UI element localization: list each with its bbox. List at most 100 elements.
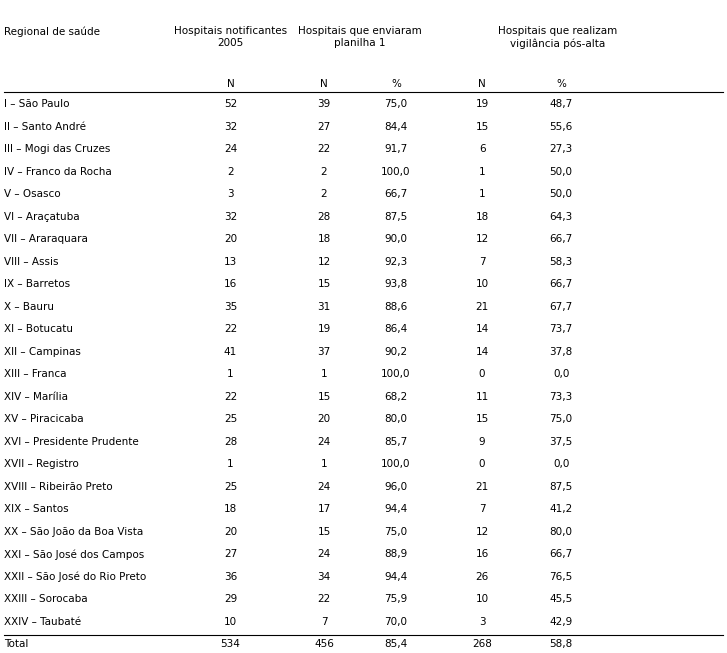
Text: 100,0: 100,0 (381, 369, 411, 379)
Text: 1: 1 (228, 459, 234, 469)
Text: 18: 18 (224, 504, 237, 514)
Text: 75,0: 75,0 (385, 99, 407, 109)
Text: 20: 20 (224, 234, 237, 244)
Text: XXII – São José do Rio Preto: XXII – São José do Rio Preto (4, 571, 146, 582)
Text: 28: 28 (318, 212, 331, 221)
Text: 456: 456 (314, 639, 334, 649)
Text: 39: 39 (318, 99, 331, 109)
Text: 0,0: 0,0 (553, 369, 569, 379)
Text: 15: 15 (318, 526, 331, 537)
Text: 12: 12 (475, 234, 489, 244)
Text: 268: 268 (472, 639, 492, 649)
Text: X – Bauru: X – Bauru (4, 302, 55, 311)
Text: 3: 3 (228, 189, 234, 199)
Text: 70,0: 70,0 (385, 616, 407, 627)
Text: 21: 21 (475, 302, 489, 311)
Text: 76,5: 76,5 (550, 571, 573, 582)
Text: 22: 22 (224, 324, 237, 334)
Text: XV – Piracicaba: XV – Piracicaba (4, 414, 84, 424)
Text: 7: 7 (321, 616, 327, 627)
Text: 15: 15 (475, 414, 489, 424)
Text: 50,0: 50,0 (550, 167, 573, 177)
Text: XIII – Franca: XIII – Franca (4, 369, 67, 379)
Text: 100,0: 100,0 (381, 167, 411, 177)
Text: 67,7: 67,7 (550, 302, 573, 311)
Text: 20: 20 (318, 414, 331, 424)
Text: XIV – Marília: XIV – Marília (4, 392, 68, 402)
Text: 1: 1 (228, 369, 234, 379)
Text: 10: 10 (224, 616, 237, 627)
Text: 94,4: 94,4 (384, 504, 407, 514)
Text: Hospitais que realizam
vigilância pós-alta: Hospitais que realizam vigilância pós-al… (498, 26, 617, 48)
Text: %: % (556, 79, 566, 89)
Text: 17: 17 (318, 504, 331, 514)
Text: 22: 22 (318, 144, 331, 154)
Text: 93,8: 93,8 (384, 279, 407, 289)
Text: 41,2: 41,2 (550, 504, 573, 514)
Text: %: % (391, 79, 401, 89)
Text: 75,0: 75,0 (550, 414, 573, 424)
Text: 0: 0 (479, 459, 486, 469)
Text: 68,2: 68,2 (384, 392, 407, 402)
Text: 15: 15 (475, 121, 489, 132)
Text: 42,9: 42,9 (550, 616, 573, 627)
Text: 64,3: 64,3 (550, 212, 573, 221)
Text: Hospitais notificantes
2005: Hospitais notificantes 2005 (174, 26, 287, 48)
Text: VII – Araraquara: VII – Araraquara (4, 234, 88, 244)
Text: 41: 41 (224, 347, 237, 357)
Text: 86,4: 86,4 (384, 324, 407, 334)
Text: 16: 16 (224, 279, 237, 289)
Text: 15: 15 (318, 392, 331, 402)
Text: 88,6: 88,6 (384, 302, 407, 311)
Text: 10: 10 (475, 279, 489, 289)
Text: 14: 14 (475, 324, 489, 334)
Text: XX – São João da Boa Vista: XX – São João da Boa Vista (4, 526, 143, 537)
Text: XVI – Presidente Prudente: XVI – Presidente Prudente (4, 437, 139, 447)
Text: 37,5: 37,5 (550, 437, 573, 447)
Text: 45,5: 45,5 (550, 594, 573, 604)
Text: 90,0: 90,0 (385, 234, 407, 244)
Text: 12: 12 (318, 257, 331, 266)
Text: 37,8: 37,8 (550, 347, 573, 357)
Text: 18: 18 (475, 212, 489, 221)
Text: 50,0: 50,0 (550, 189, 573, 199)
Text: 12: 12 (475, 526, 489, 537)
Text: 24: 24 (318, 549, 331, 559)
Text: Total: Total (4, 639, 28, 649)
Text: 1: 1 (321, 459, 327, 469)
Text: 1: 1 (321, 369, 327, 379)
Text: 27: 27 (224, 549, 237, 559)
Text: 21: 21 (475, 482, 489, 492)
Text: Hospitais que enviaram
planilha 1: Hospitais que enviaram planilha 1 (298, 26, 422, 48)
Text: XI – Botucatu: XI – Botucatu (4, 324, 73, 334)
Text: 96,0: 96,0 (385, 482, 407, 492)
Text: 10: 10 (475, 594, 489, 604)
Text: 100,0: 100,0 (381, 459, 411, 469)
Text: 3: 3 (479, 616, 486, 627)
Text: 75,0: 75,0 (385, 526, 407, 537)
Text: 18: 18 (318, 234, 331, 244)
Text: 75,9: 75,9 (384, 594, 407, 604)
Text: XVII – Registro: XVII – Registro (4, 459, 79, 469)
Text: 94,4: 94,4 (384, 571, 407, 582)
Text: 24: 24 (318, 482, 331, 492)
Text: Regional de saúde: Regional de saúde (4, 26, 100, 37)
Text: 2: 2 (228, 167, 234, 177)
Text: 29: 29 (224, 594, 237, 604)
Text: N: N (478, 79, 486, 89)
Text: 85,4: 85,4 (384, 639, 407, 649)
Text: 19: 19 (318, 324, 331, 334)
Text: 92,3: 92,3 (384, 257, 407, 266)
Text: 0: 0 (479, 369, 486, 379)
Text: 87,5: 87,5 (384, 212, 407, 221)
Text: 32: 32 (224, 212, 237, 221)
Text: I – São Paulo: I – São Paulo (4, 99, 70, 109)
Text: 85,7: 85,7 (384, 437, 407, 447)
Text: 13: 13 (224, 257, 237, 266)
Text: 31: 31 (318, 302, 331, 311)
Text: 25: 25 (224, 482, 237, 492)
Text: 58,3: 58,3 (550, 257, 573, 266)
Text: 11: 11 (475, 392, 489, 402)
Text: 32: 32 (224, 121, 237, 132)
Text: 91,7: 91,7 (384, 144, 407, 154)
